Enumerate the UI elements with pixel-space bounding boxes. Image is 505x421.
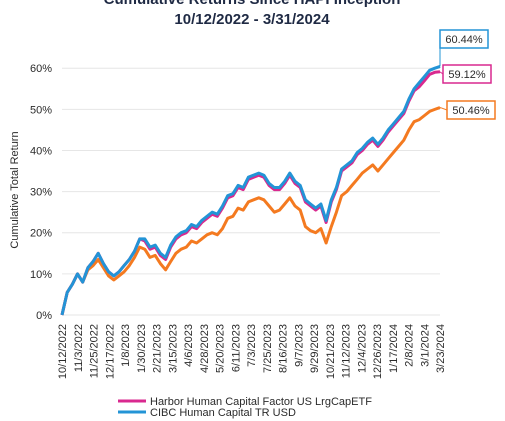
legend: Harbor Human Capital Factor US LrgCapETF…: [118, 396, 372, 419]
x-tick-label: 10/12/2022: [57, 324, 69, 379]
x-tick-label: 7/25/2023: [262, 324, 274, 373]
y-axis-label: Cumulative Total Return: [9, 131, 21, 248]
series-line: [60, 106, 441, 316]
x-axis-ticks: 10/12/2022 11/3/2022 11/25/2022 12/17/2022 1…: [57, 324, 447, 379]
x-tick-label: 11/12/2023: [341, 324, 353, 378]
y-axis-ticks: 0% 10% 20% 30% 40% 50% 60%: [30, 63, 52, 322]
callout-label: 60.44%: [445, 34, 483, 46]
x-tick-label: 1/30/2023: [136, 324, 148, 373]
y-tick-label: 0%: [36, 310, 52, 322]
x-tick-label: 4/6/2023: [183, 324, 195, 367]
x-tick-label: 10/21/2023: [325, 324, 337, 379]
y-tick-label: 20%: [30, 228, 52, 240]
x-tick-label: 7/3/2023: [246, 324, 258, 367]
x-tick-label: 6/11/2023: [230, 324, 242, 372]
y-tick-label: 40%: [30, 145, 52, 157]
x-tick-label: 3/23/2024: [435, 324, 447, 373]
callout-leader: [439, 106, 448, 111]
callout-box: [446, 100, 496, 120]
legend-label: CIBC Human Capital TR USD: [150, 407, 296, 419]
x-tick-label: 4/28/2023: [199, 324, 211, 373]
x-tick-label: 9/7/2023: [293, 324, 305, 367]
x-tick-label: 9/29/2023: [309, 324, 321, 373]
callout-box: [442, 64, 492, 84]
x-tick-label: 3/1/2024: [419, 324, 431, 367]
series-lines: [60, 64, 441, 316]
gridlines: [62, 67, 440, 316]
x-tick-label: 8/16/2023: [278, 324, 290, 373]
x-tick-label: 12/26/2023: [372, 324, 384, 379]
x-tick-label: 11/3/2022: [73, 324, 85, 372]
x-tick-label: 5/20/2023: [215, 324, 227, 373]
chart-title: Cumulative Returns Since HAPI Inception: [104, 0, 401, 8]
y-tick-label: 30%: [30, 187, 52, 199]
x-tick-label: 1/17/2024: [388, 324, 400, 373]
x-tick-label: 2/21/2023: [152, 324, 164, 373]
x-tick-label: 11/25/2022: [89, 324, 101, 378]
x-tick-label: 12/4/2023: [356, 324, 368, 373]
x-tick-label: 1/8/2023: [120, 324, 132, 367]
chart-subtitle: 10/12/2022 - 3/31/2024: [174, 11, 330, 28]
y-tick-label: 10%: [30, 269, 52, 281]
y-tick-label: 60%: [30, 63, 52, 75]
series-line: [60, 70, 441, 316]
callout-label: 59.12%: [448, 69, 486, 81]
end-value-callouts: 60.44% 59.12% 50.46%: [439, 29, 496, 120]
callout-label: 50.46%: [452, 105, 490, 117]
series-line: [60, 64, 441, 316]
y-tick-label: 50%: [30, 104, 52, 116]
x-tick-label: 2/8/2024: [404, 324, 416, 367]
x-tick-label: 3/15/2023: [167, 324, 179, 373]
x-tick-label: 12/17/2022: [104, 324, 116, 379]
legend-label: Harbor Human Capital Factor US LrgCapETF: [150, 396, 372, 408]
callout-box: [439, 29, 489, 49]
